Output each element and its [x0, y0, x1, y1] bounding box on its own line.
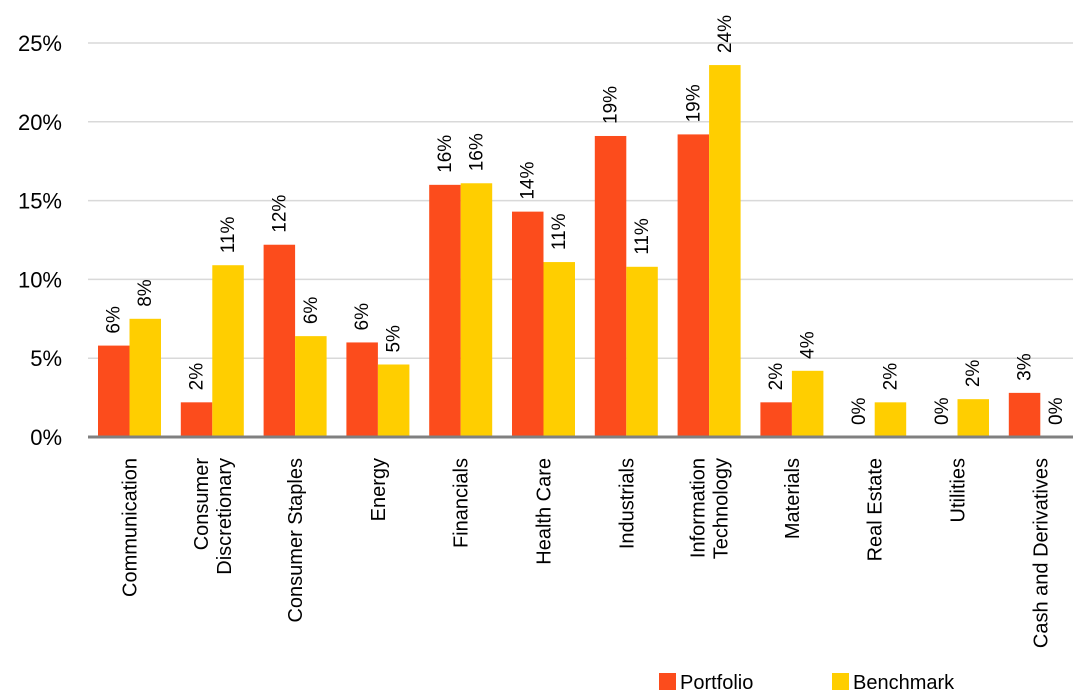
y-tick-label: 25% [18, 31, 62, 56]
category-label: Utilities [948, 458, 970, 522]
data-label: 16% [435, 135, 456, 173]
bar-portfolio [512, 211, 544, 437]
bar-benchmark [129, 318, 161, 437]
bar-portfolio [263, 244, 296, 437]
category-label: Consumer Staples [285, 458, 307, 623]
bar-benchmark [212, 265, 244, 437]
legend: Portfolio Benchmark [659, 672, 955, 691]
category-label-line: Energy [368, 458, 390, 521]
data-label: 11% [218, 216, 239, 253]
data-label: 6% [352, 303, 373, 331]
category-label-line: Technology [711, 458, 733, 559]
y-tick-label: 5% [30, 346, 62, 371]
bar-benchmark [791, 370, 824, 437]
legend-portfolio-swatch [659, 673, 676, 690]
data-label: 6% [104, 306, 125, 334]
bar-portfolio [760, 402, 792, 437]
data-label: 6% [301, 297, 322, 325]
legend-portfolio-label: Portfolio [680, 672, 753, 691]
data-label: 19% [683, 84, 704, 122]
data-label: 0% [932, 397, 953, 425]
data-label: 19% [601, 86, 622, 124]
category-label: InformationTechnology [688, 458, 733, 559]
data-label: 11% [632, 218, 653, 255]
category-label: Industrials [616, 458, 638, 549]
bar-benchmark [957, 399, 989, 437]
data-label: 2% [187, 363, 208, 391]
category-label: ConsumerDiscretionary [191, 458, 236, 575]
category-label-line: Industrials [616, 458, 638, 549]
bar-benchmark [377, 364, 410, 437]
bar-portfolio [677, 134, 710, 437]
bar-portfolio [98, 345, 130, 437]
category-label: Health Care [534, 458, 556, 565]
bar-benchmark [709, 65, 741, 438]
category-label: Communication [120, 458, 142, 597]
data-label: 2% [766, 363, 787, 391]
bar-portfolio [429, 184, 461, 437]
data-label: 4% [798, 331, 819, 359]
data-label: 8% [135, 279, 156, 307]
y-tick-label: 0% [30, 425, 62, 450]
bar-portfolio [346, 342, 378, 437]
bar-benchmark [460, 183, 493, 437]
category-label-line: Information [688, 458, 710, 558]
data-labels: 6% 2% 12% 6% 16% 14% 19% 19% 2% 0% 0% 3% 8% 11% 6% 5% 16… [104, 15, 1067, 425]
category-label-line: Cash and Derivatives [1030, 458, 1052, 648]
data-label: 16% [466, 133, 487, 171]
bar-benchmark [295, 336, 327, 437]
category-label-line: Health Care [534, 458, 556, 565]
bar-benchmark [626, 266, 658, 437]
data-label: 14% [518, 161, 539, 199]
category-label: Materials [782, 458, 804, 539]
category-label-line: Consumer Staples [285, 458, 307, 623]
data-label: 3% [1015, 353, 1036, 381]
data-label: 2% [880, 363, 901, 391]
category-label: Real Estate [865, 458, 887, 561]
legend-benchmark-swatch [832, 673, 849, 690]
data-label: 0% [849, 397, 870, 425]
category-label-line: Materials [782, 458, 804, 539]
y-tick-label: 20% [18, 110, 62, 135]
data-label: 5% [384, 325, 405, 353]
bar-portfolio [1008, 392, 1041, 437]
legend-benchmark-label: Benchmark [853, 672, 955, 691]
category-label: Energy [368, 458, 390, 521]
category-label-line: Financials [451, 458, 473, 548]
data-label: 12% [269, 195, 290, 233]
category-label-line: Real Estate [865, 458, 887, 561]
category-label-line: Communication [120, 458, 142, 597]
gridlines [88, 42, 1073, 359]
y-tick-label: 10% [18, 267, 62, 292]
category-label-line: Utilities [948, 458, 970, 522]
data-label: 24% [715, 15, 736, 53]
data-label: 2% [963, 360, 984, 388]
category-label: Cash and Derivatives [1030, 458, 1052, 648]
bar-portfolio [594, 135, 627, 437]
y-axis-ticks: 0% 5% 10% 15% 20% 25% [18, 31, 62, 450]
data-label: 0% [1046, 397, 1067, 425]
data-label: 11% [549, 213, 570, 250]
category-label-line: Consumer [191, 458, 213, 551]
category-label-line: Discretionary [214, 458, 236, 575]
bar-benchmark [543, 262, 575, 437]
bar-benchmark [874, 402, 907, 437]
category-labels: Communication ConsumerDiscretionary Consum… [120, 458, 1053, 648]
category-label: Financials [451, 458, 473, 548]
bar-portfolio [180, 402, 213, 437]
y-tick-label: 15% [18, 189, 62, 214]
bars [98, 65, 1041, 438]
